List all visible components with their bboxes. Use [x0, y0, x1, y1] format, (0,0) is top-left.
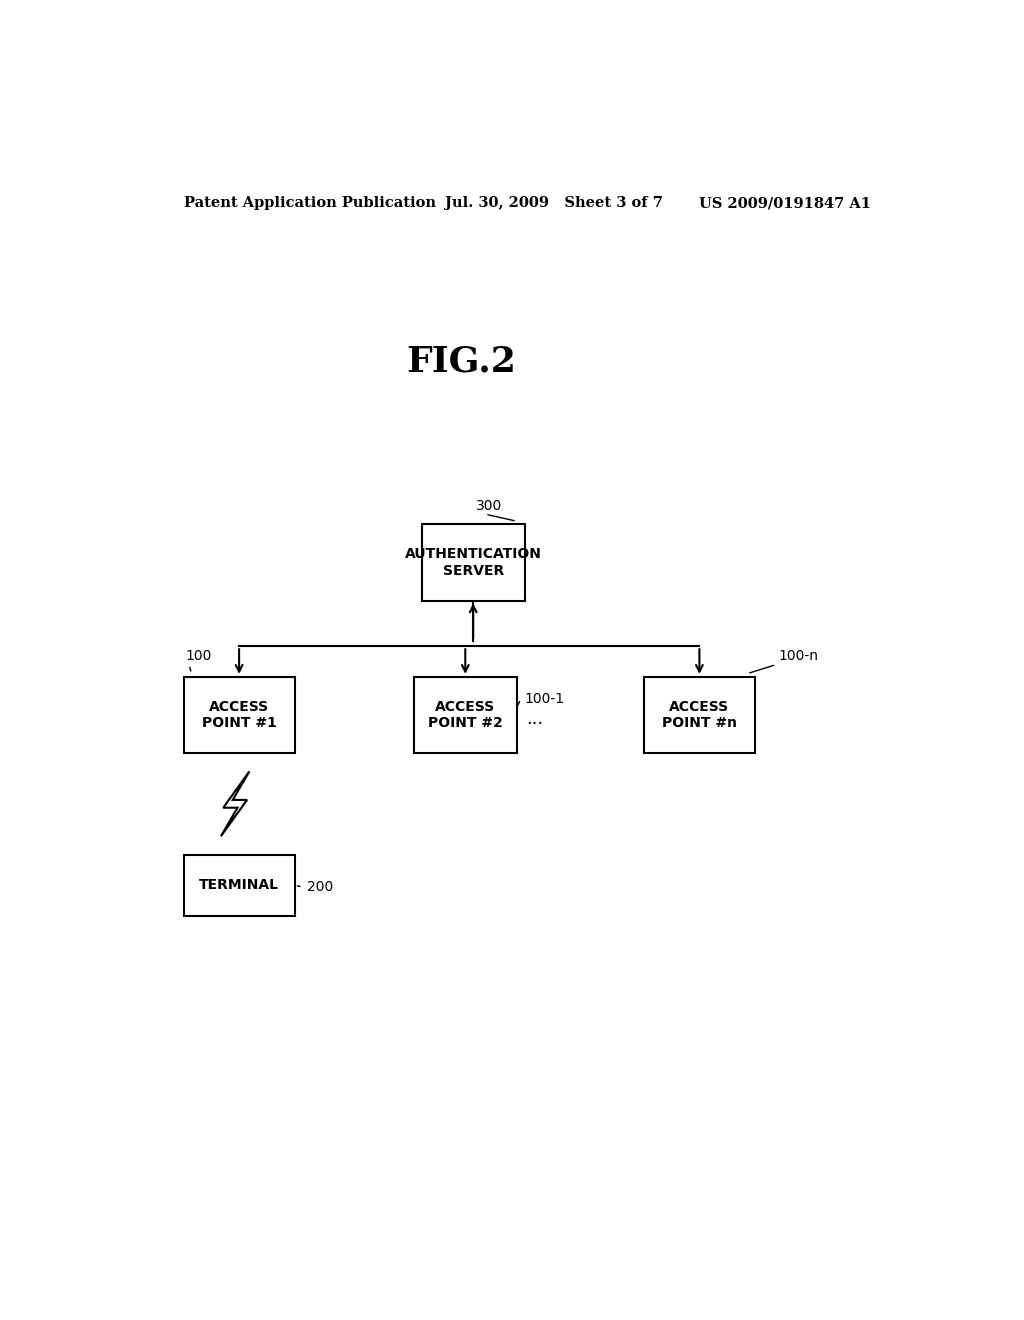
Text: 100-n: 100-n	[778, 649, 819, 664]
Text: 300: 300	[476, 499, 502, 513]
Text: ...: ...	[526, 710, 544, 729]
Text: TERMINAL: TERMINAL	[199, 878, 280, 892]
Text: FIG.2: FIG.2	[407, 345, 516, 379]
Text: AUTHENTICATION
SERVER: AUTHENTICATION SERVER	[404, 548, 542, 578]
Bar	[422, 524, 524, 601]
Text: 100: 100	[185, 649, 212, 664]
Bar	[183, 677, 295, 752]
Bar	[644, 677, 755, 752]
Bar	[183, 854, 295, 916]
Text: 100-1: 100-1	[524, 692, 565, 706]
Text: US 2009/0191847 A1: US 2009/0191847 A1	[699, 197, 871, 210]
Text: Patent Application Publication: Patent Application Publication	[183, 197, 435, 210]
Text: ACCESS
POINT #n: ACCESS POINT #n	[662, 700, 737, 730]
Text: ACCESS
POINT #1: ACCESS POINT #1	[202, 700, 276, 730]
Bar	[414, 677, 517, 752]
Text: ACCESS
POINT #2: ACCESS POINT #2	[428, 700, 503, 730]
Polygon shape	[221, 771, 250, 837]
Text: Jul. 30, 2009   Sheet 3 of 7: Jul. 30, 2009 Sheet 3 of 7	[445, 197, 664, 210]
Text: 200: 200	[306, 880, 333, 894]
